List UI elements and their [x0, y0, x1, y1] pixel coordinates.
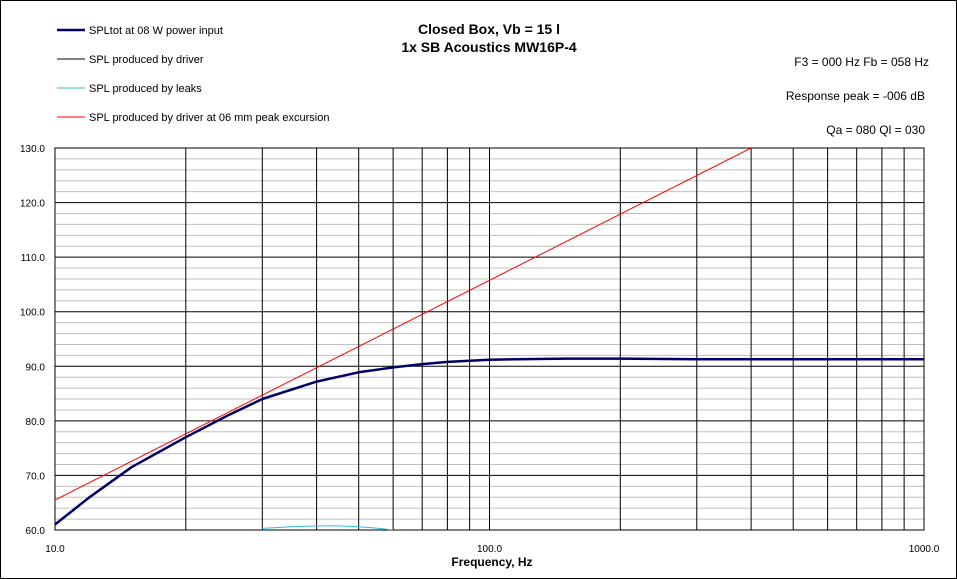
qa-ql-annotation: Qa = 080 Ql = 030 — [826, 123, 925, 137]
legend-label-leaks: SPL produced by leaks — [89, 83, 202, 95]
y-tick-label: 130.0 — [20, 144, 45, 155]
x-tick-label: 10.0 — [45, 544, 65, 555]
legend-label-excursion: SPL produced by driver at 06 mm peak exc… — [89, 112, 330, 124]
chart-title: Closed Box, Vb = 15 l — [418, 21, 560, 37]
y-tick-label: 110.0 — [21, 253, 46, 264]
x-tick-label: 100.0 — [477, 544, 502, 555]
grid — [55, 148, 924, 530]
y-tick-label: 90.0 — [26, 362, 46, 373]
tick-labels: 60.0 70.0 80.0 90.0 100.0 110.0 120.0 130.0 10.0… — [20, 144, 940, 555]
plot-border — [54, 147, 925, 531]
x-axis-title: Frequency, Hz — [451, 555, 532, 569]
y-tick-label: 100.0 — [20, 308, 45, 319]
chart-subtitle: 1x SB Acoustics MW16P-4 — [401, 39, 577, 55]
response-peak-annotation: Response peak = -006 dB — [786, 89, 925, 103]
y-tick-label: 80.0 — [26, 417, 46, 428]
legend-label-driver: SPL produced by driver — [89, 54, 204, 66]
legend-label-spltot: SPLtot at 08 W power input — [89, 25, 223, 37]
x-tick-label: 1000.0 — [909, 544, 940, 555]
y-tick-label: 120.0 — [20, 199, 45, 210]
series-line-3 — [55, 148, 752, 501]
plot-area-border — [54, 147, 925, 531]
series-line-2 — [262, 525, 394, 530]
y-tick-label: 60.0 — [26, 526, 46, 537]
y-tick-label: 70.0 — [26, 471, 46, 482]
series-layer — [55, 148, 924, 530]
legend: SPLtot at 08 W power input SPL produced … — [57, 25, 330, 124]
f3-fb-annotation: F3 = 000 Hz Fb = 058 Hz — [794, 55, 929, 69]
series-line-0 — [55, 357, 924, 526]
